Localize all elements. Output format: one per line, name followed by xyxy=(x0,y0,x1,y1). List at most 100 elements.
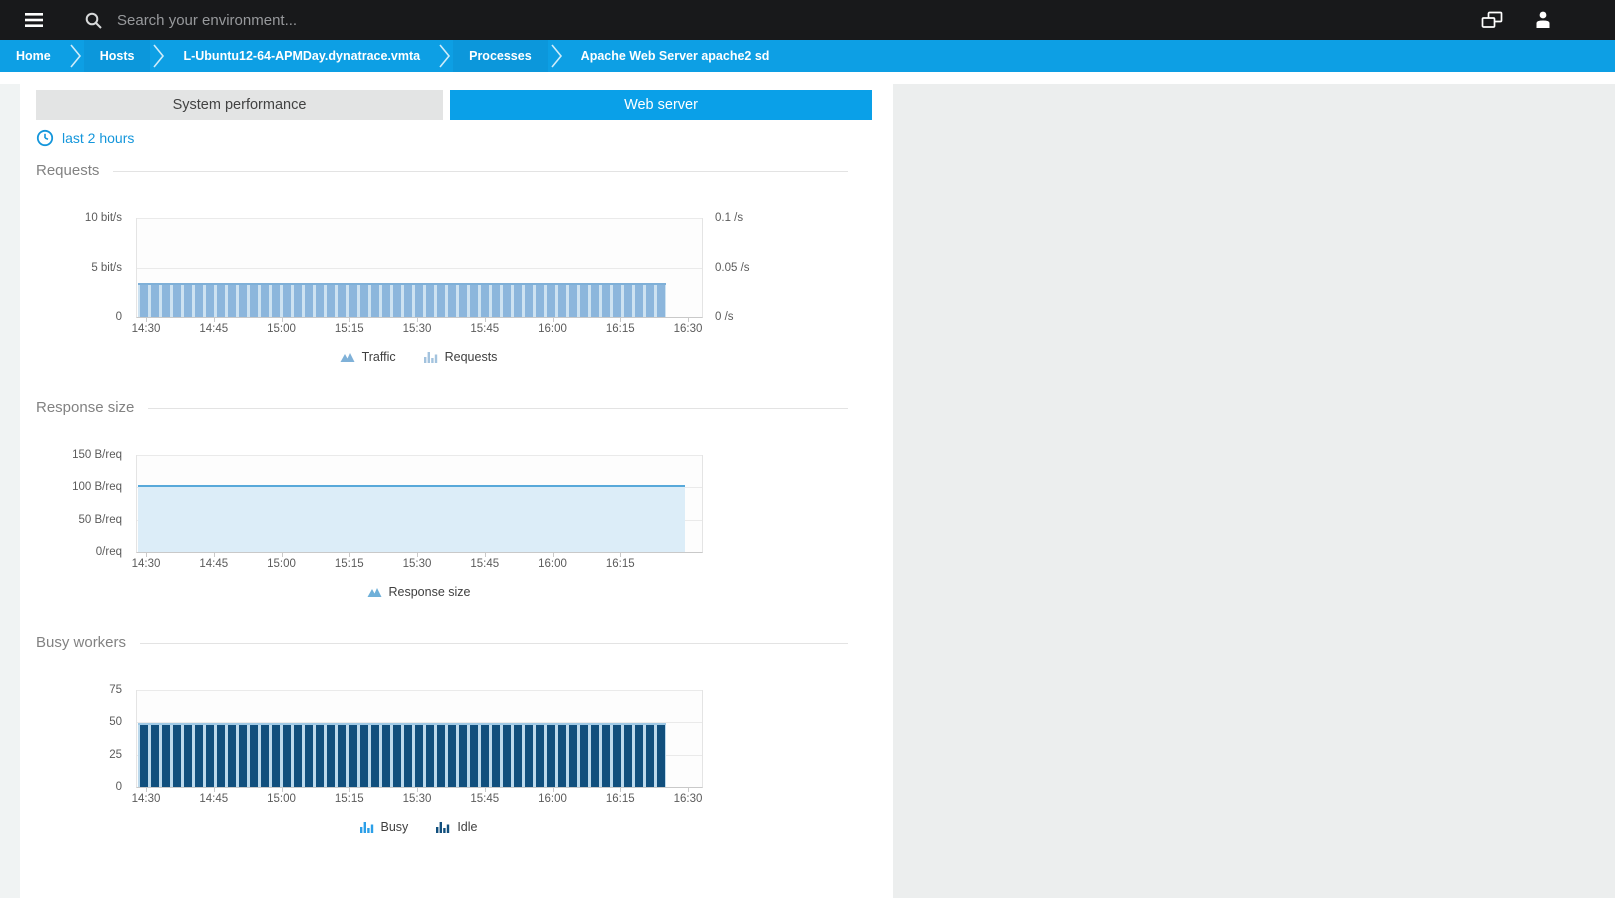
x-axis-tick-label: 16:30 xyxy=(673,323,703,335)
section-divider xyxy=(148,407,848,409)
bar xyxy=(558,285,566,317)
gridline xyxy=(137,690,702,691)
x-axis-tick-label: 16:30 xyxy=(673,793,703,805)
y-axis-tick-label: 150 B/req xyxy=(72,449,122,461)
right-axis xyxy=(703,690,813,788)
bar xyxy=(371,285,379,317)
bar xyxy=(217,285,225,317)
x-axis-tick-label: 14:45 xyxy=(199,793,229,805)
bar xyxy=(217,725,225,787)
bar xyxy=(613,725,621,787)
bar xyxy=(591,725,599,787)
section-divider xyxy=(140,642,848,644)
y-axis-tick-label: 75 xyxy=(109,684,122,696)
y-axis-tick-label: 0 /s xyxy=(715,311,734,323)
bar xyxy=(393,725,401,787)
x-axis-tick-label: 16:00 xyxy=(538,558,567,570)
x-axis-tick-label: 15:45 xyxy=(470,793,500,805)
bar xyxy=(239,725,247,787)
windows-button[interactable] xyxy=(1481,11,1503,29)
breadcrumb-item[interactable]: Processes xyxy=(453,40,548,72)
legend-item[interactable]: Response size xyxy=(367,585,471,599)
bar-series-backdrop xyxy=(138,283,666,317)
chevron-right-icon xyxy=(150,40,167,72)
bar xyxy=(503,285,511,317)
bar xyxy=(327,285,335,317)
user-button[interactable] xyxy=(1533,10,1553,30)
chart-plot[interactable] xyxy=(136,218,703,318)
x-axis-tick-mark xyxy=(620,318,622,322)
bar xyxy=(558,725,566,787)
menu-button[interactable] xyxy=(24,12,44,28)
chart-legend: Response size xyxy=(136,585,701,599)
area-series-icon xyxy=(340,353,355,362)
chart-legend: Busy Idle xyxy=(136,820,701,834)
area-series xyxy=(138,485,685,552)
bar xyxy=(316,285,324,317)
bar xyxy=(184,725,192,787)
x-axis-tick-label: 16:15 xyxy=(605,558,635,570)
x-axis-tick-mark xyxy=(281,553,283,557)
x-axis-tick-label: 15:45 xyxy=(470,323,500,335)
bar xyxy=(415,725,423,787)
bar xyxy=(503,725,511,787)
breadcrumb-item[interactable]: Apache Web Server apache2 sd xyxy=(580,49,770,63)
breadcrumb-item[interactable]: Home xyxy=(16,49,51,63)
bar xyxy=(624,285,632,317)
bar xyxy=(349,285,357,317)
gridline xyxy=(137,267,702,269)
bar xyxy=(492,725,500,787)
breadcrumb-item[interactable]: Hosts xyxy=(83,40,151,72)
section-title: Requests xyxy=(36,161,100,179)
x-axis-tick-mark xyxy=(213,788,215,792)
time-range-selector[interactable]: last 2 hours xyxy=(36,129,134,147)
x-axis-tick-mark xyxy=(620,553,622,557)
tab-system-performance[interactable]: System performance xyxy=(36,90,443,120)
search-input[interactable]: Search your environment... xyxy=(84,11,297,30)
bar xyxy=(173,725,181,787)
x-axis-tick-label: 15:30 xyxy=(402,558,432,570)
bar xyxy=(283,725,291,787)
bar xyxy=(635,285,643,317)
bar xyxy=(514,285,522,317)
x-axis-tick-mark xyxy=(349,318,351,322)
x-axis-tick-mark xyxy=(146,318,147,322)
bar xyxy=(272,725,280,787)
bar xyxy=(349,725,357,787)
bar xyxy=(547,285,555,317)
x-axis-tick-label: 15:00 xyxy=(267,323,296,335)
x-axis-tick-mark xyxy=(146,788,147,792)
tab-web-server[interactable]: Web server xyxy=(450,90,872,120)
gridline xyxy=(137,218,702,219)
section-divider xyxy=(113,170,848,172)
right-background-panel xyxy=(893,84,1615,898)
section-title: Busy workers xyxy=(36,633,127,651)
x-axis-tick-mark xyxy=(552,788,554,792)
search-icon xyxy=(85,12,102,29)
legend-label: Requests xyxy=(444,350,498,364)
legend-item[interactable]: Idle xyxy=(436,820,477,834)
bar xyxy=(173,285,181,317)
area-series-icon xyxy=(367,588,381,597)
bar xyxy=(536,285,544,317)
legend-label: Busy xyxy=(380,820,409,834)
legend-item[interactable]: Busy xyxy=(359,820,409,834)
x-axis-tick-label: 15:15 xyxy=(334,323,364,335)
x-axis-tick-label: 16:15 xyxy=(605,323,635,335)
bar xyxy=(569,725,577,787)
chart-plot[interactable] xyxy=(136,455,703,553)
bar xyxy=(151,285,159,317)
breadcrumb-item[interactable]: L-Ubuntu12-64-APMDay.dynatrace.vmta xyxy=(183,49,421,63)
legend-item[interactable]: Traffic xyxy=(340,350,396,364)
top-navigation-bar: Search your environment... xyxy=(0,0,1615,40)
bar xyxy=(448,285,456,317)
x-axis-tick-mark xyxy=(484,788,486,792)
bar xyxy=(206,725,214,787)
hamburger-icon xyxy=(25,13,43,27)
bar xyxy=(481,285,489,317)
bar xyxy=(371,725,379,787)
legend-item[interactable]: Requests xyxy=(423,350,498,364)
x-axis-tick-mark xyxy=(417,553,418,557)
bar xyxy=(294,285,302,317)
chart-plot[interactable] xyxy=(136,690,703,788)
